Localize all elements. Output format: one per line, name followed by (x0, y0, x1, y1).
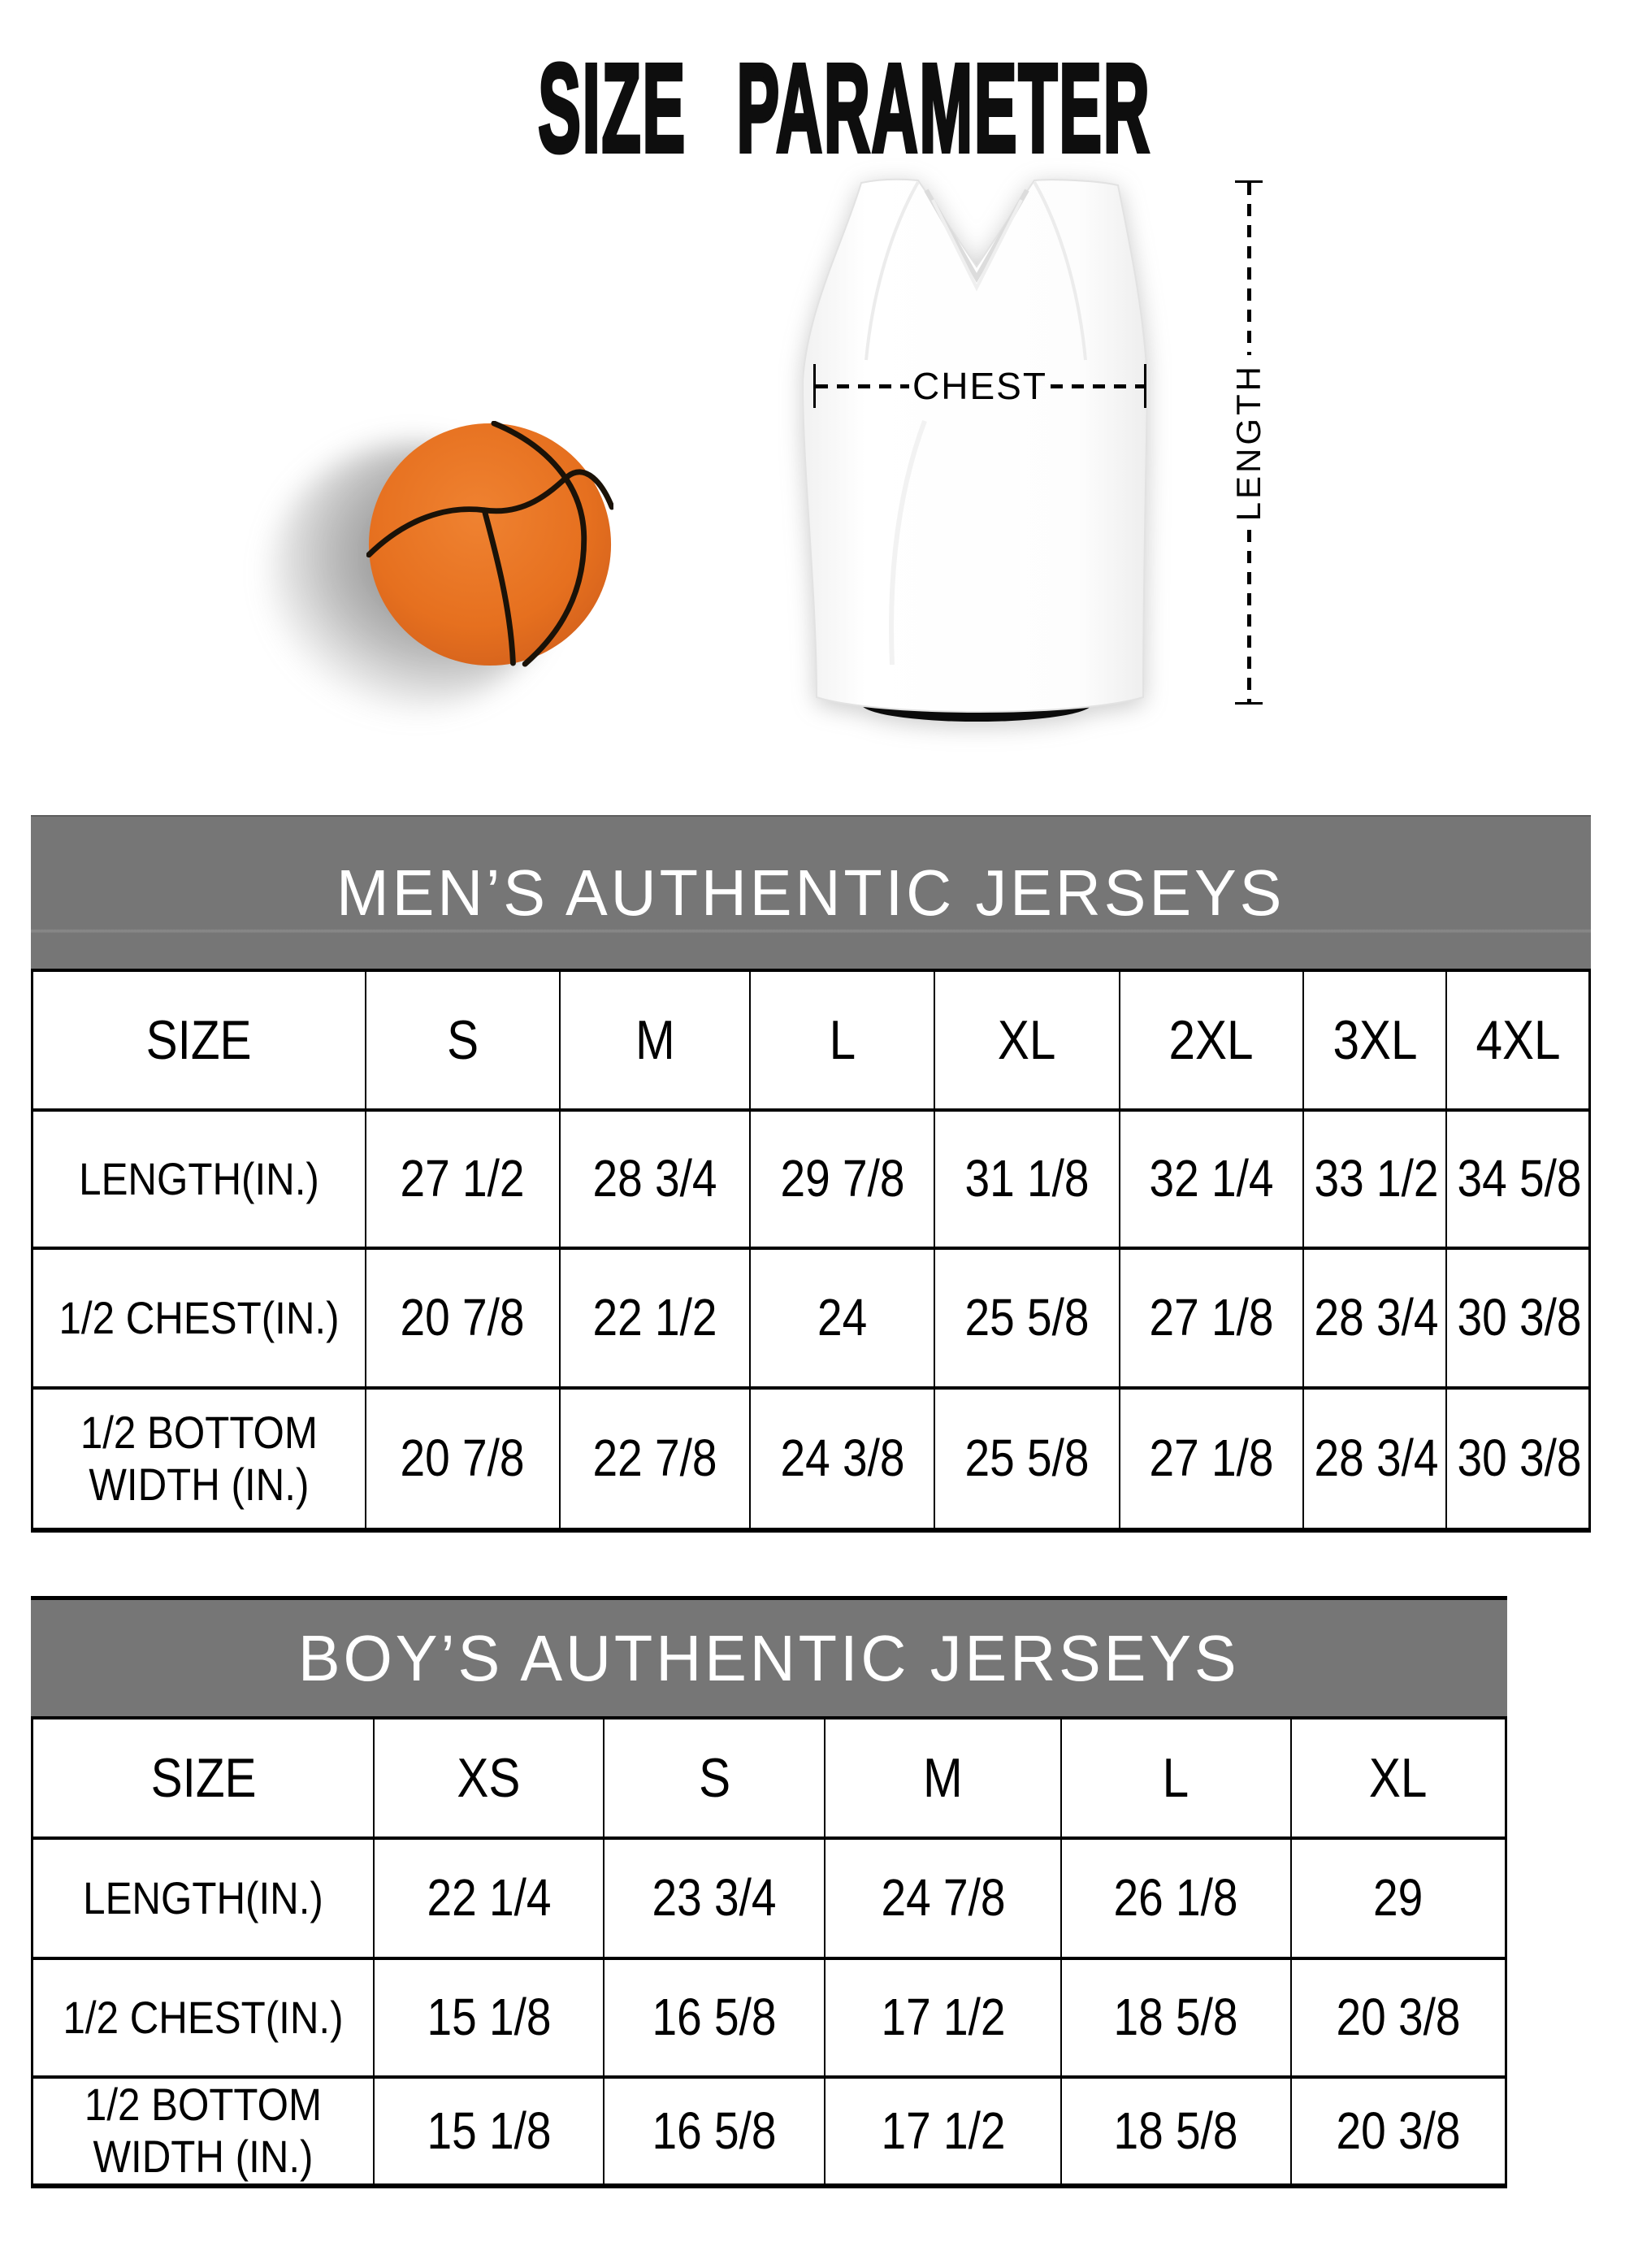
size-cell: 3XL (1302, 969, 1448, 1112)
value-cell: 16 5/8 (603, 1957, 826, 2079)
size-cell: L (1060, 1716, 1292, 1840)
value-cell: 20 7/8 (364, 1386, 561, 1533)
length-top-tick (1235, 180, 1263, 183)
size-header-cell: SIZE (31, 969, 366, 1112)
boys-table-title: BOY’S AUTHENTIC JERSEYS (298, 1621, 1240, 1694)
page-title: SIZE PARAMETER (537, 38, 1152, 178)
value-cell: 29 7/8 (749, 1108, 935, 1250)
length-dash-top (1246, 183, 1251, 356)
mens-length-row: LENGTH(IN.) 27 1/2 28 3/4 29 7/8 31 1/8 … (31, 1108, 1591, 1250)
value-cell: 25 5/8 (933, 1247, 1120, 1390)
value-cell: 20 3/8 (1289, 1957, 1507, 2079)
size-cell: S (364, 969, 561, 1112)
mens-title-band: MEN’S AUTHENTIC JERSEYS (31, 815, 1591, 969)
value-cell: 25 5/8 (933, 1386, 1120, 1533)
size-header-cell: SIZE (31, 1716, 375, 1840)
value-cell: 22 1/2 (558, 1247, 752, 1390)
row-label-cell: LENGTH(IN.) (31, 1108, 366, 1250)
value-cell: 18 5/8 (1060, 1957, 1292, 2079)
row-label-cell: 1/2 CHEST(IN.) (31, 1247, 366, 1390)
value-cell: 30 3/8 (1445, 1386, 1591, 1533)
value-cell: 30 3/8 (1445, 1247, 1591, 1390)
value-cell: 27 1/8 (1118, 1386, 1305, 1533)
value-cell: 22 7/8 (558, 1386, 752, 1533)
jersey-illustration (803, 178, 1147, 722)
chest-label: CHEST (912, 365, 1047, 407)
value-cell: 23 3/4 (603, 1837, 826, 1960)
measurement-diagram: CHEST LENGTH (0, 0, 1625, 815)
size-cell: M (824, 1716, 1062, 1840)
chest-dash-left (816, 384, 910, 388)
value-cell: 27 1/8 (1118, 1247, 1305, 1390)
boys-chest-row: 1/2 CHEST(IN.) 15 1/8 16 5/8 17 1/2 18 5… (31, 1957, 1507, 2079)
value-cell: 15 1/8 (373, 2075, 605, 2188)
value-cell: 24 3/8 (749, 1386, 935, 1533)
value-cell: 20 3/8 (1289, 2075, 1507, 2188)
boys-header-row: SIZE XS S M L XL (31, 1716, 1507, 1840)
basketball-icon (366, 421, 613, 667)
value-cell: 33 1/2 (1302, 1108, 1448, 1250)
size-cell: L (749, 969, 935, 1112)
size-cell: M (558, 969, 752, 1112)
value-cell: 24 7/8 (824, 1837, 1062, 1960)
value-cell: 18 5/8 (1060, 2075, 1292, 2188)
chest-dimension: CHEST (813, 364, 1146, 408)
row-label-cell: LENGTH(IN.) (31, 1837, 375, 1960)
mens-header-row: SIZE S M L XL 2XL 3XL 4XL (31, 969, 1591, 1112)
value-cell: 22 1/4 (373, 1837, 605, 1960)
value-cell: 24 (749, 1247, 935, 1390)
size-cell: 2XL (1118, 969, 1305, 1112)
length-bottom-tick (1235, 702, 1263, 705)
value-cell: 17 1/2 (824, 1957, 1062, 2079)
row-label-cell: 1/2 BOTTOM WIDTH (IN.) (31, 1386, 366, 1533)
mens-jerseys-section: MEN’S AUTHENTIC JERSEYS SIZE S M L XL 2X… (31, 815, 1591, 1533)
value-cell: 28 3/4 (1302, 1247, 1448, 1390)
row-label-cell: 1/2 CHEST(IN.) (31, 1957, 375, 2079)
value-cell: 31 1/8 (933, 1108, 1120, 1250)
boys-size-table: SIZE XS S M L XL LENGTH(IN.) 22 1/4 23 3… (31, 1716, 1507, 2188)
size-cell: XL (1289, 1716, 1507, 1840)
size-cell: XS (373, 1716, 605, 1840)
value-cell: 32 1/4 (1118, 1108, 1305, 1250)
size-cell: XL (933, 969, 1120, 1112)
chest-left-tick (813, 364, 816, 408)
mens-chest-row: 1/2 CHEST(IN.) 20 7/8 22 1/2 24 25 5/8 2… (31, 1247, 1591, 1390)
mens-table-title: MEN’S AUTHENTIC JERSEYS (336, 856, 1285, 929)
mens-size-table: SIZE S M L XL 2XL 3XL 4XL LENGTH(IN.) 27… (31, 969, 1591, 1533)
chest-dash-right (1050, 384, 1144, 388)
value-cell: 34 5/8 (1445, 1108, 1591, 1250)
value-cell: 15 1/8 (373, 1957, 605, 2079)
boys-title-band: BOY’S AUTHENTIC JERSEYS (31, 1596, 1507, 1716)
length-dimension: LENGTH (1229, 180, 1268, 705)
boys-length-row: LENGTH(IN.) 22 1/4 23 3/4 24 7/8 26 1/8 … (31, 1837, 1507, 1960)
mens-bottom-width-row: 1/2 BOTTOM WIDTH (IN.) 20 7/8 22 7/8 24 … (31, 1386, 1591, 1533)
size-cell: 4XL (1445, 969, 1591, 1112)
value-cell: 27 1/2 (364, 1108, 561, 1250)
value-cell: 29 (1289, 1837, 1507, 1960)
value-cell: 20 7/8 (364, 1247, 561, 1390)
page-title-wrap: SIZE PARAMETER (32, 38, 1625, 178)
value-cell: 28 3/4 (558, 1108, 752, 1250)
value-cell: 26 1/8 (1060, 1837, 1292, 1960)
value-cell: 16 5/8 (603, 2075, 826, 2188)
value-cell: 28 3/4 (1302, 1386, 1448, 1533)
size-cell: S (603, 1716, 826, 1840)
chest-right-tick (1144, 364, 1146, 408)
length-dash-bottom (1246, 529, 1251, 703)
boys-bottom-width-row: 1/2 BOTTOM WIDTH (IN.) 15 1/8 16 5/8 17 … (31, 2075, 1507, 2188)
length-label: LENGTH (1229, 363, 1268, 522)
value-cell: 17 1/2 (824, 2075, 1062, 2188)
row-label-cell: 1/2 BOTTOM WIDTH (IN.) (31, 2075, 375, 2188)
boys-jerseys-section: BOY’S AUTHENTIC JERSEYS SIZE XS S M L XL… (31, 1596, 1507, 2188)
